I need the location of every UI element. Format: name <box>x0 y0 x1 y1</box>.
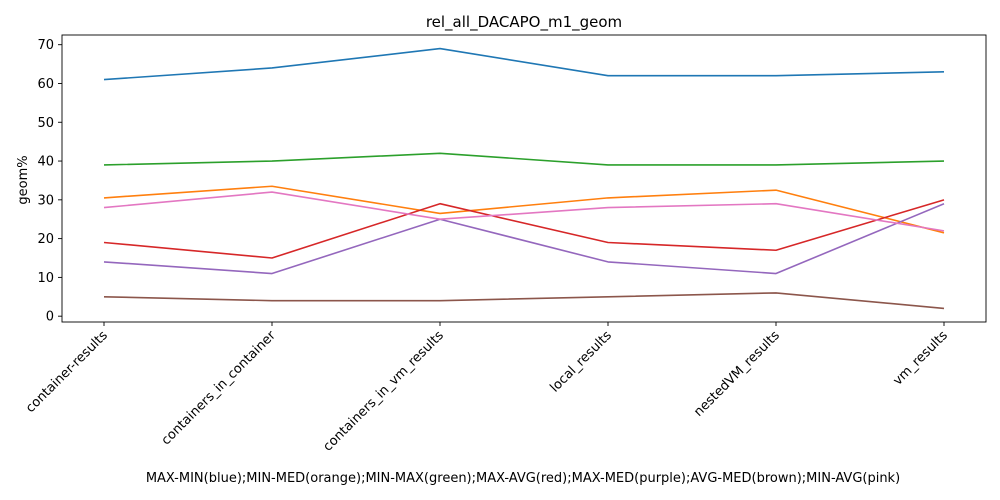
series-line-4 <box>103 202 945 275</box>
chart-title: rel_all_DACAPO_m1_geom <box>426 13 622 32</box>
y-tick-label: 60 <box>37 77 54 92</box>
y-tick-label: 10 <box>37 271 54 286</box>
series-line-5 <box>103 292 945 310</box>
x-tick-label: nestedVM_results <box>691 328 783 420</box>
x-tick-label: container-results <box>23 328 111 416</box>
plot-area: 0 10 20 30 40 50 60 70 container-results containe… <box>23 34 987 455</box>
x-tick-label: containers_in_vm_results <box>321 328 447 454</box>
plot-frame <box>61 34 987 323</box>
series-line-6 <box>103 191 945 232</box>
x-tick-label: vm_results <box>890 328 951 389</box>
x-axis-label: MAX-MIN(blue);MIN-MED(orange);MIN-MAX(gr… <box>146 471 900 486</box>
y-tick-label: 0 <box>46 310 54 325</box>
y-axis-label: geom% <box>16 155 31 204</box>
x-tick-label: containers_in_container <box>159 328 280 449</box>
y-tick-label: 50 <box>37 116 54 131</box>
series-line-3 <box>103 199 945 259</box>
y-tick-label: 40 <box>37 155 54 170</box>
series-line-2 <box>103 152 945 166</box>
x-tick-label: local_results <box>547 328 615 396</box>
y-tick-label: 30 <box>37 193 54 208</box>
series-line-1 <box>103 185 945 234</box>
y-tick-label: 70 <box>37 38 54 53</box>
y-tick-label: 20 <box>37 232 54 247</box>
series-line-0 <box>103 47 945 81</box>
